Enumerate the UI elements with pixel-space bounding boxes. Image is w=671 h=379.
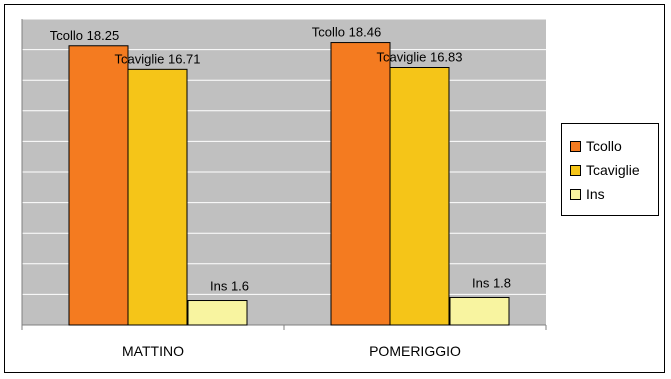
bar-tcollo (68, 45, 129, 326)
legend-label-ins: Ins (586, 186, 605, 202)
bars (68, 42, 510, 326)
legend-swatch-tcollo (570, 140, 581, 152)
bar-tcollo (330, 42, 391, 326)
legend-item-tcaviglie: Tcaviglie (570, 160, 640, 180)
bar-tcaviglie (127, 68, 188, 326)
legend: Tcollo Tcaviglie Ins (561, 123, 659, 216)
legend-swatch-tcaviglie (570, 164, 581, 176)
data-label-tcollo: Tcollo 18.25 (50, 28, 119, 43)
data-label-tcaviglie: Tcaviglie 16.83 (377, 50, 463, 65)
bar-ins (449, 296, 510, 326)
data-label-tcaviglie: Tcaviglie 16.71 (115, 51, 201, 66)
data-label-ins: Ins 1.8 (472, 275, 511, 290)
data-labels: Tcollo 18.25 Tcaviglie 16.71 Ins 1.6 Tcollo… (50, 25, 511, 294)
data-label-ins: Ins 1.6 (210, 279, 249, 294)
legend-label-tcollo: Tcollo (586, 138, 622, 154)
bar-ins (187, 300, 248, 326)
legend-item-ins: Ins (570, 184, 605, 204)
legend-swatch-ins (570, 188, 581, 200)
category-labels: MATTINO POMERIGGIO (122, 343, 461, 359)
category-label: MATTINO (122, 343, 184, 359)
legend-label-tcaviglie: Tcaviglie (586, 162, 640, 178)
x-axis-ticks (21, 325, 547, 330)
legend-item-tcollo: Tcollo (570, 136, 622, 156)
bar-tcaviglie (389, 67, 450, 326)
data-label-tcollo: Tcollo 18.46 (312, 25, 381, 40)
category-label: POMERIGGIO (369, 343, 461, 359)
